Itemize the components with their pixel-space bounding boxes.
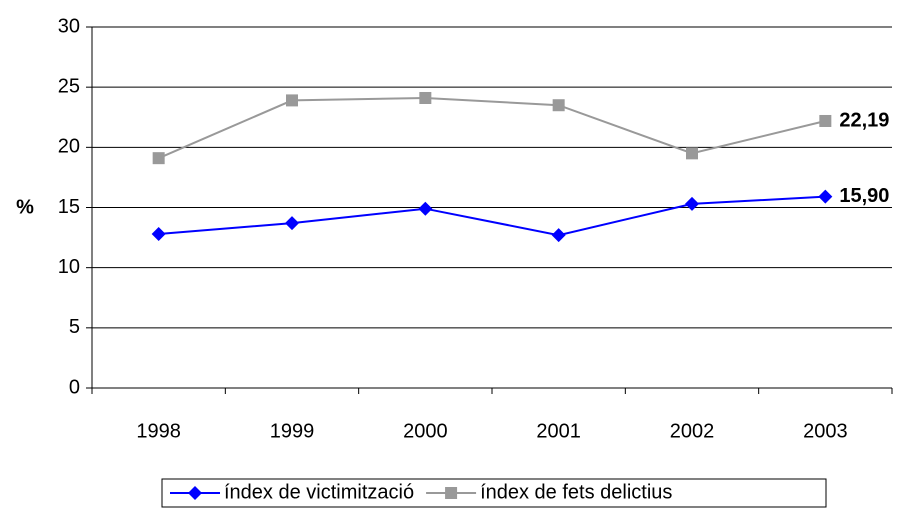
data-point: [551, 228, 566, 243]
x-tick-label: 1999: [270, 420, 315, 442]
data-point: [286, 94, 298, 107]
data-point: [818, 189, 833, 204]
x-tick-label: 1998: [136, 420, 181, 442]
data-point: [819, 114, 832, 127]
data-point: [151, 226, 166, 241]
y-tick-label: 5: [69, 316, 80, 338]
series-line: [158, 195, 826, 237]
y-tick-label: 30: [58, 15, 80, 37]
data-point: [552, 99, 565, 112]
legend-label: índex de fets delictius: [480, 481, 672, 503]
data-point: [685, 196, 699, 211]
series-line: [158, 96, 826, 160]
y-tick-label: 20: [58, 136, 80, 158]
x-tick-label: 2002: [670, 420, 715, 442]
y-tick-label: 25: [58, 75, 80, 97]
x-tick-label: 2000: [403, 420, 448, 442]
legend-marker: [445, 487, 458, 499]
data-point: [152, 152, 165, 165]
y-tick-label: 0: [69, 376, 80, 398]
legend-label: índex de victimització: [224, 481, 414, 503]
data-point: [285, 216, 299, 231]
data-label: 22,19: [839, 109, 889, 131]
y-tick-label: 15: [58, 196, 80, 218]
y-axis-label: %: [16, 196, 34, 218]
x-tick-label: 2001: [536, 420, 581, 442]
x-tick-label: 2003: [803, 420, 848, 442]
data-point: [418, 201, 433, 216]
data-point: [419, 91, 432, 104]
legend-marker: [188, 486, 202, 500]
y-tick-label: 10: [58, 256, 80, 278]
data-label: 15,90: [839, 185, 889, 207]
legend-box: [161, 478, 827, 508]
data-point: [686, 147, 698, 160]
